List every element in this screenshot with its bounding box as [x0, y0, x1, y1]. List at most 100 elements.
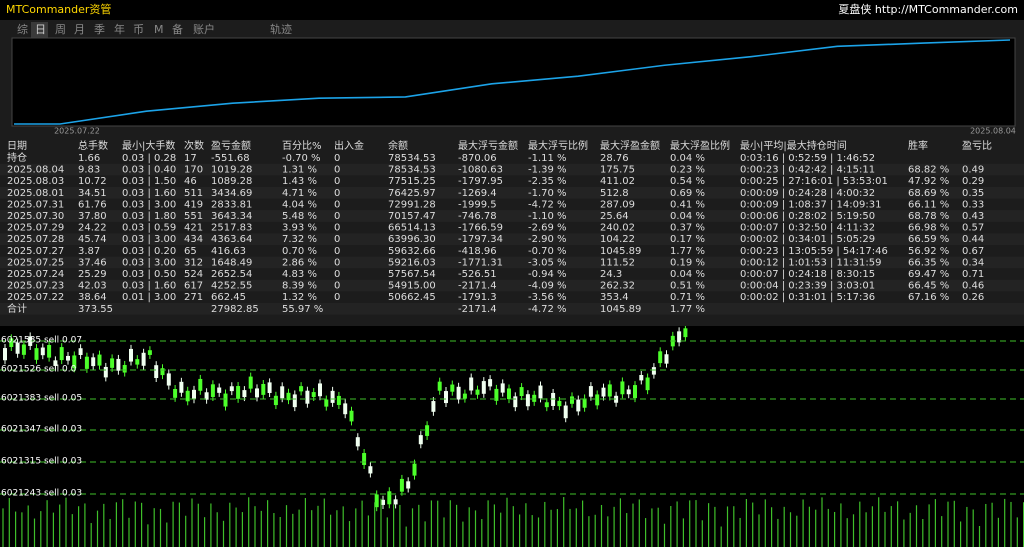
tab[interactable]: 综 — [17, 22, 28, 36]
cell: 77515.25 — [388, 176, 436, 187]
cell: 76425.97 — [388, 188, 436, 199]
candle — [494, 388, 499, 401]
candle — [103, 366, 108, 378]
cell: 17 — [184, 153, 197, 164]
cell: 434 — [184, 234, 203, 245]
cell: -2171.4 — [458, 304, 497, 315]
tab[interactable]: 月 — [74, 23, 85, 36]
cell: 78534.53 — [388, 153, 436, 164]
cell: 0 — [334, 269, 340, 280]
cell: 57567.54 — [388, 269, 436, 280]
tab[interactable]: 周 — [55, 23, 66, 36]
cell: 1045.89 — [600, 304, 641, 315]
candle — [242, 390, 247, 398]
cell: 66.11 % — [908, 199, 949, 210]
cell: -0.70 % — [528, 246, 567, 257]
cell: 0.03 | 0.59 — [122, 223, 176, 234]
cell: 66.35 % — [908, 257, 949, 268]
cell: 1.77 % — [670, 304, 705, 315]
cell: 2025.07.23 — [7, 281, 64, 292]
cell: 175.75 — [600, 165, 635, 176]
cell: 1.32 % — [282, 292, 317, 303]
candle — [639, 375, 644, 381]
cell: 0:00:06 | 0:28:02 | 5:19:50 — [740, 211, 875, 222]
cell: 0.04 % — [670, 153, 705, 164]
cell: 0.03 | 1.80 — [122, 211, 176, 222]
candle — [683, 328, 688, 338]
column-header: 百分比% — [282, 140, 322, 152]
cell: 0:00:25 | 27:16:01 | 53:53:01 — [740, 176, 888, 187]
cell: 2517.83 — [211, 223, 252, 234]
tab[interactable]: 季 — [94, 23, 105, 36]
cell: 0 — [334, 281, 340, 292]
candle — [110, 358, 115, 368]
cell: 0.23 % — [670, 165, 705, 176]
tab[interactable]: M — [154, 23, 164, 36]
tab[interactable]: 币 — [133, 23, 144, 36]
cell: 0.70 % — [282, 246, 317, 257]
candle — [469, 377, 474, 391]
candle — [412, 463, 417, 476]
tab[interactable]: 轨迹 — [270, 22, 292, 36]
column-header: 次数 — [184, 139, 204, 152]
cell: 0.03 | 1.60 — [122, 188, 176, 199]
cell: 2025.07.30 — [7, 211, 64, 222]
tab[interactable]: 账户 — [193, 22, 215, 36]
cell: 0.51 % — [670, 281, 705, 292]
column-header: 总手数 — [78, 139, 108, 152]
tab[interactable]: 日 — [35, 23, 46, 36]
column-header: 余额 — [388, 139, 408, 152]
cell: 54915.00 — [388, 281, 436, 292]
app-title: MTCommander资管 — [6, 2, 111, 16]
cell: 4.04 % — [282, 199, 317, 210]
cell: 617 — [184, 281, 203, 292]
candle — [450, 384, 455, 392]
candle — [362, 453, 367, 465]
cell: 0 — [334, 257, 340, 268]
candle — [456, 386, 461, 400]
cell: 0 — [334, 176, 340, 187]
cell: 524 — [184, 269, 203, 280]
candle — [210, 384, 215, 397]
cell: 0.03 | 3.00 — [122, 234, 176, 245]
cell: -3.56 % — [528, 292, 567, 303]
cell: 1648.49 — [211, 257, 252, 268]
column-header: 最大浮盈金额 — [600, 139, 660, 152]
row-stripe — [0, 210, 1024, 222]
cell: -1999.5 — [458, 199, 497, 210]
cell: 0.04 % — [670, 269, 705, 280]
candle — [47, 345, 52, 358]
cell: 2.86 % — [282, 257, 317, 268]
cell: 0.35 — [962, 188, 984, 199]
cell: 0.46 — [962, 281, 984, 292]
cell: 0.03 | 3.00 — [122, 257, 176, 268]
cell: 0:00:23 | 0:42:42 | 4:15:11 — [740, 165, 875, 176]
cell: 37.46 — [78, 257, 107, 268]
cell: 2025.07.27 — [7, 246, 64, 257]
row-stripe — [0, 256, 1024, 269]
cell: 68.82 % — [908, 165, 949, 176]
candle — [248, 376, 253, 389]
cell: 72991.28 — [388, 199, 436, 210]
order-label: 6021243 sell 0.03 — [1, 489, 82, 499]
cell: 45.74 — [78, 234, 107, 245]
candle — [532, 394, 537, 402]
cell: 2025.07.25 — [7, 257, 64, 268]
cell: 10.72 — [78, 176, 107, 187]
site-link[interactable]: 夏盘侠 http://MTCommander.com — [838, 2, 1018, 16]
candle — [267, 382, 272, 393]
candle — [588, 386, 593, 397]
cell: -4.72 % — [528, 199, 567, 210]
cell: 0:00:04 | 0:23:39 | 3:03:01 — [740, 281, 875, 292]
cell: 373.55 — [78, 304, 113, 315]
x-label: 2025.07.22 — [54, 127, 100, 136]
active-tab-bg — [31, 22, 48, 38]
candle — [582, 398, 587, 408]
cell: 511 — [184, 188, 203, 199]
cell: 0.69 % — [670, 188, 705, 199]
tab[interactable]: 年 — [114, 22, 125, 36]
cell: 2025.07.29 — [7, 223, 64, 234]
candle — [236, 386, 241, 399]
cell: 3434.69 — [211, 188, 252, 199]
tab[interactable]: 备 — [172, 22, 183, 36]
